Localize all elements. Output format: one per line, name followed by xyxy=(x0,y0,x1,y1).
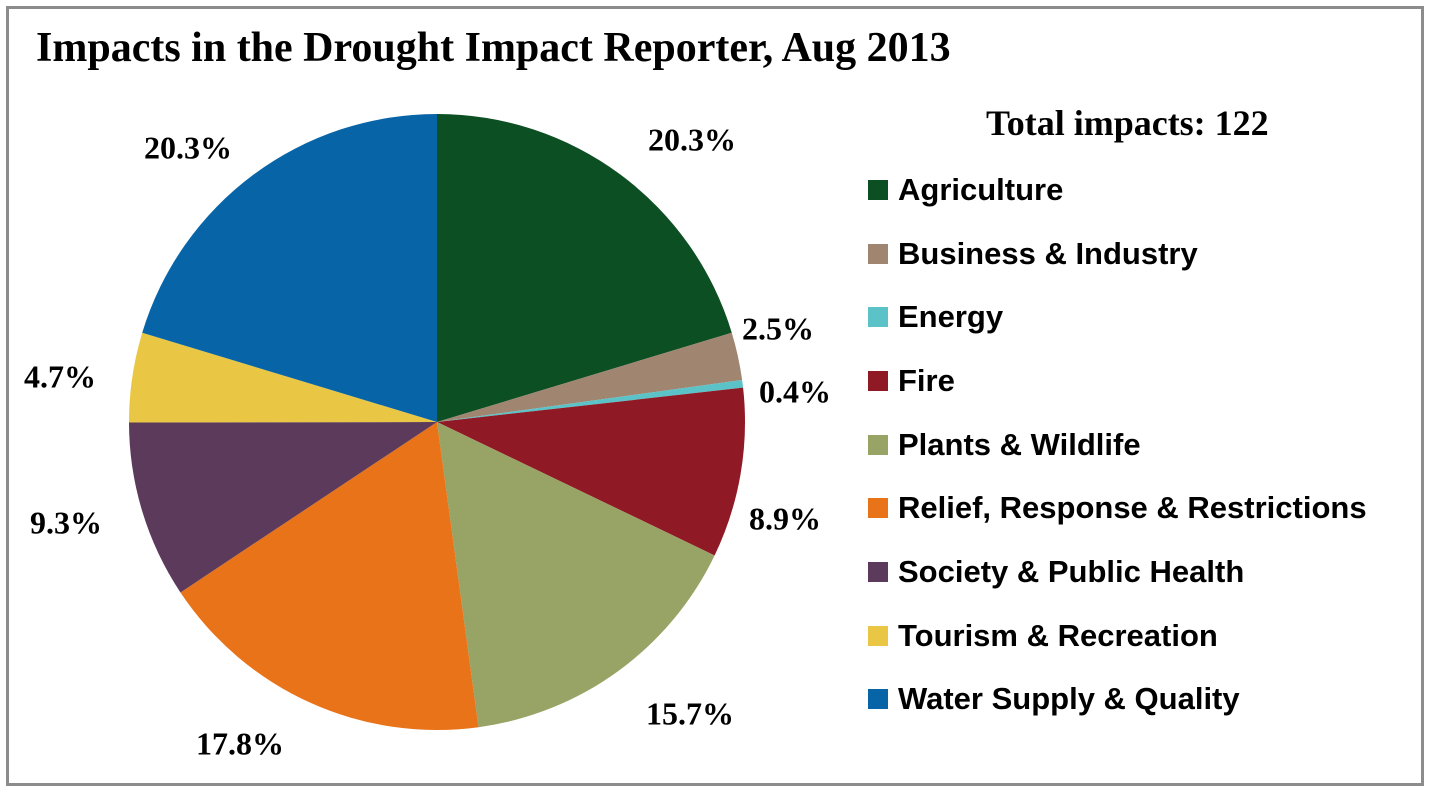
legend-label: Business & Industry xyxy=(898,235,1198,271)
pie-slice-society-public-health xyxy=(129,422,438,593)
legend: Agriculture Business & Industry Energy Fire… xyxy=(868,158,1367,731)
slice-value-label: 0.4% xyxy=(759,373,831,409)
legend-item: Water Supply & Quality xyxy=(868,668,1367,732)
slice-value-label: 8.9% xyxy=(749,500,821,536)
legend-label: Fire xyxy=(898,362,955,398)
pie-slice-plants-wildlife xyxy=(437,422,715,728)
total-impacts: Total impacts: 122 xyxy=(986,103,1269,143)
legend-item: Plants & Wildlife xyxy=(868,413,1367,477)
chart-title: Impacts in the Drought Impact Reporter, … xyxy=(36,25,951,71)
slice-value-label: 20.3% xyxy=(144,129,232,165)
legend-label: Society & Public Health xyxy=(898,553,1245,589)
legend-item: Agriculture xyxy=(868,158,1367,222)
slice-value-label: 20.3% xyxy=(648,121,736,157)
legend-item: Fire xyxy=(868,349,1367,413)
slice-value-label: 9.3% xyxy=(30,504,102,540)
pie-slice-agriculture xyxy=(437,114,732,422)
slice-value-label: 4.7% xyxy=(24,358,96,394)
pie-slice-energy xyxy=(437,379,744,422)
legend-label: Plants & Wildlife xyxy=(898,426,1141,462)
legend-swatch xyxy=(868,307,888,328)
legend-swatch xyxy=(868,625,888,646)
legend-label: Agriculture xyxy=(898,171,1064,207)
legend-item: Business & Industry xyxy=(868,222,1367,286)
pie-slice-water-supply-quality xyxy=(142,113,437,422)
pie-slice-business-industry xyxy=(437,332,743,422)
slice-value-label: 17.8% xyxy=(196,725,284,761)
legend-label: Water Supply & Quality xyxy=(898,681,1240,717)
legend-label: Tourism & Recreation xyxy=(898,617,1218,653)
legend-item: Energy xyxy=(868,285,1367,349)
legend-swatch xyxy=(868,689,888,710)
pie-slice-tourism-recreation xyxy=(129,332,438,423)
legend-swatch xyxy=(868,561,888,582)
legend-swatch xyxy=(868,434,888,455)
legend-item: Tourism & Recreation xyxy=(868,604,1367,668)
legend-label: Relief, Response & Restrictions xyxy=(898,490,1367,526)
pie-slice-fire xyxy=(437,387,746,556)
legend-swatch xyxy=(868,179,888,200)
legend-item: Relief, Response & Restrictions xyxy=(868,476,1367,540)
pie-slice-relief-response-restrictions xyxy=(180,422,479,731)
legend-swatch xyxy=(868,243,888,264)
slice-value-label: 2.5% xyxy=(742,310,814,346)
legend-swatch xyxy=(868,498,888,519)
slice-value-label: 15.7% xyxy=(646,695,734,731)
legend-item: Society & Public Health xyxy=(868,540,1367,604)
legend-label: Energy xyxy=(898,299,1004,335)
legend-swatch xyxy=(868,370,888,391)
